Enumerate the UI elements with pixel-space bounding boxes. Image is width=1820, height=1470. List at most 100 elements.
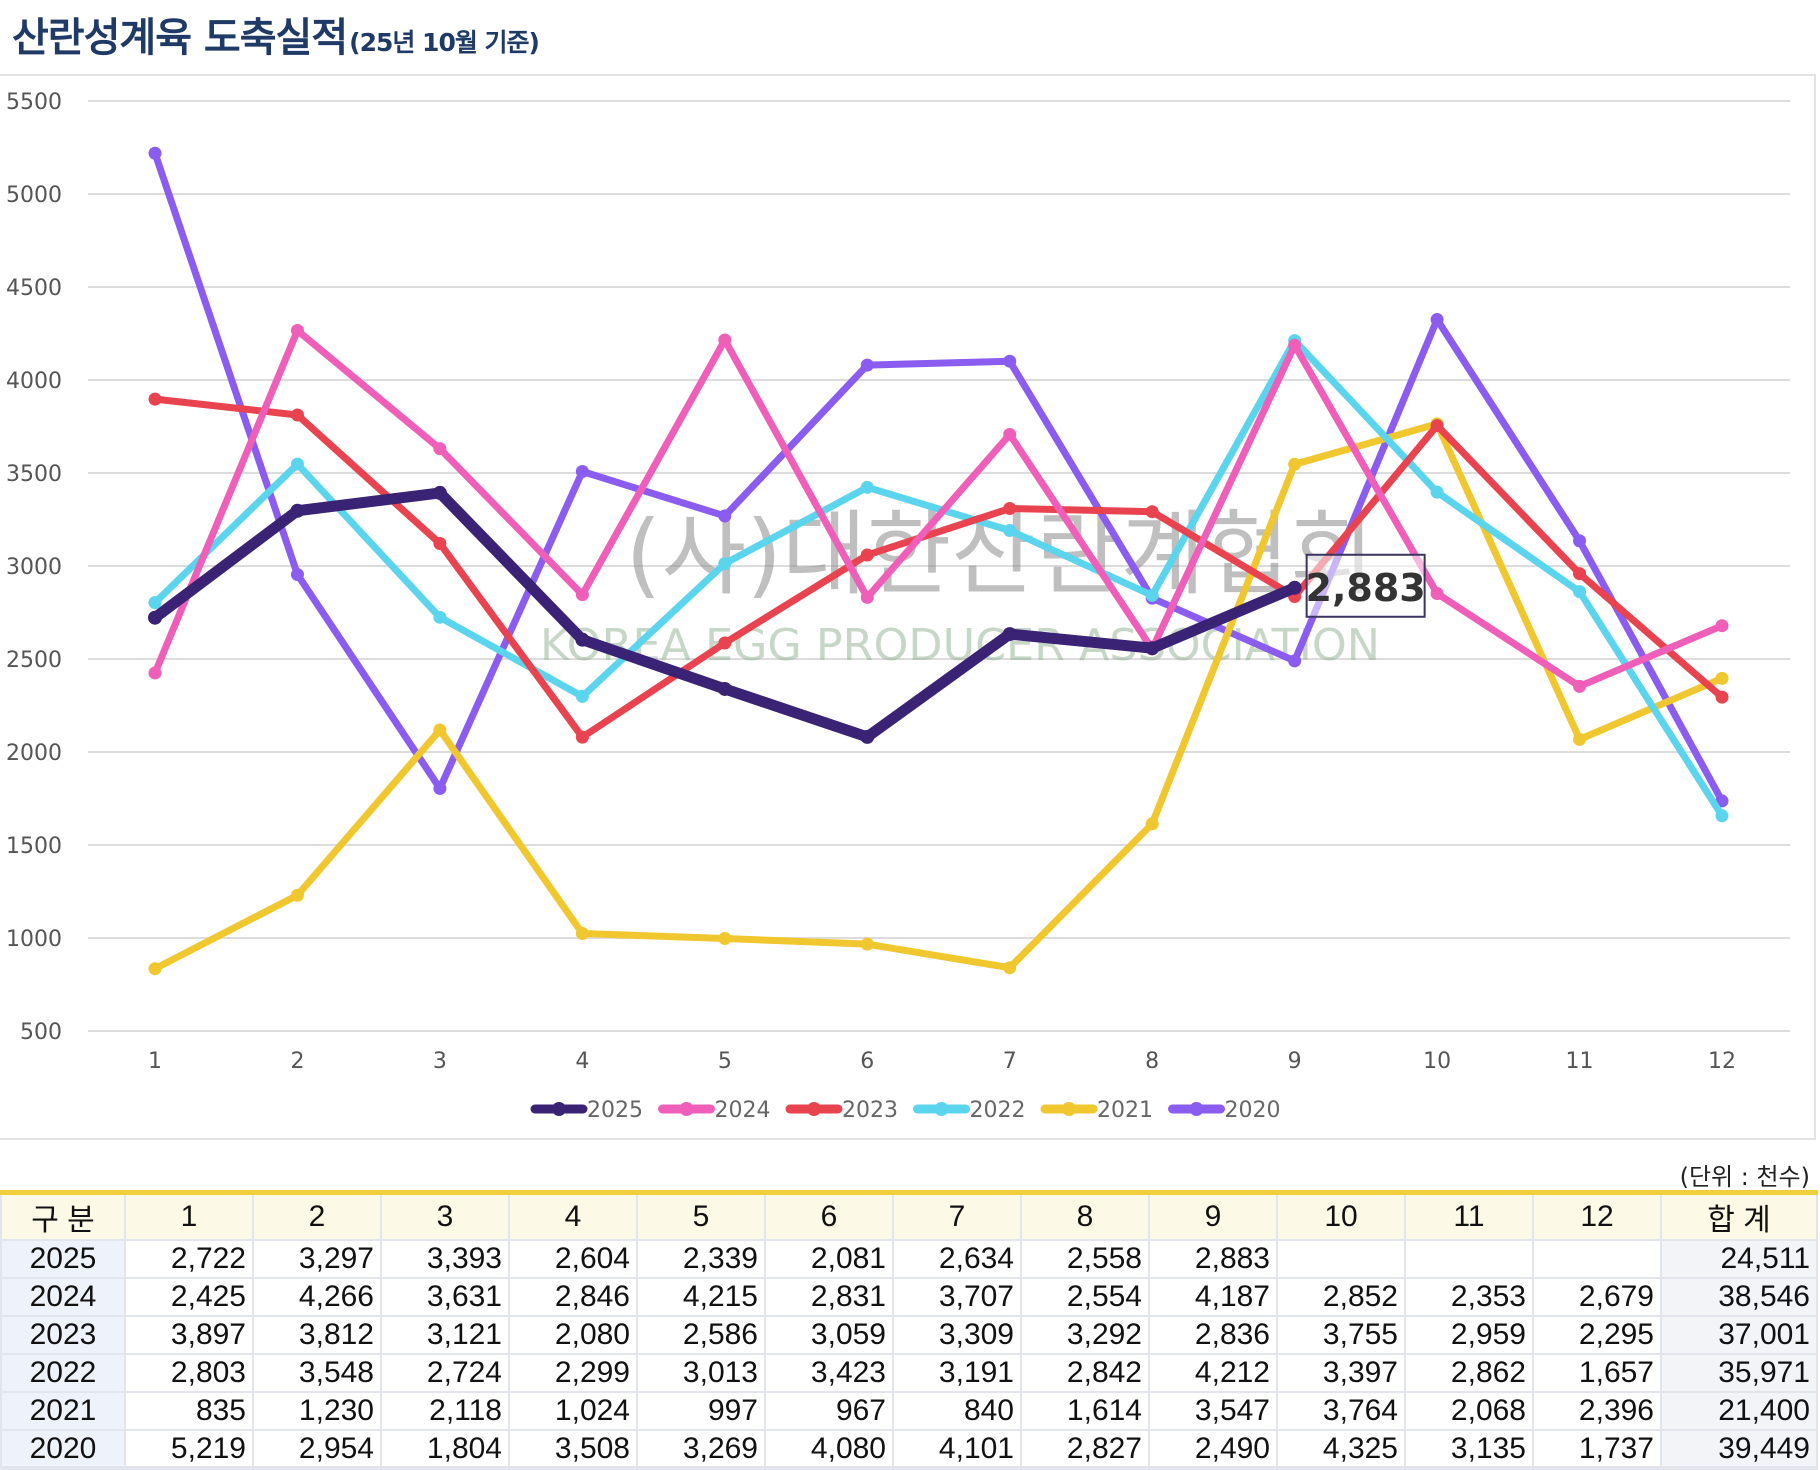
header-category: 구 분 xyxy=(0,1191,126,1241)
row-total: 37,001 xyxy=(1660,1315,1818,1355)
table-cell: 1,657 xyxy=(1532,1353,1662,1393)
y-tick-label: 4000 xyxy=(6,369,62,394)
table-cell: 4,080 xyxy=(764,1429,894,1470)
data-point xyxy=(433,723,447,737)
table-cell: 2,831 xyxy=(764,1277,894,1317)
data-point xyxy=(148,610,162,625)
data-point xyxy=(860,590,874,604)
table-cell: 3,631 xyxy=(380,1277,510,1317)
table-row: 2023 3,897 3,812 3,121 2,080 2,586 3,059 3,309 3… xyxy=(0,1315,1818,1355)
data-point xyxy=(290,888,304,902)
table-cell: 2,842 xyxy=(1020,1353,1150,1393)
data-point xyxy=(290,503,305,518)
data-point xyxy=(1573,567,1587,581)
table-cell: 2,554 xyxy=(1020,1277,1150,1317)
x-tick-label: 8 xyxy=(1145,1049,1159,1074)
data-point xyxy=(148,666,162,680)
legend-item-2020: 2020 xyxy=(1168,1098,1281,1123)
table-cell xyxy=(1404,1239,1534,1279)
y-tick-label: 3000 xyxy=(6,555,62,580)
table-cell: 835 xyxy=(124,1391,254,1431)
data-point xyxy=(290,408,304,422)
table-cell: 3,423 xyxy=(764,1353,894,1393)
data-point xyxy=(290,324,304,338)
header-total: 합 계 xyxy=(1660,1191,1818,1241)
row-total: 21,400 xyxy=(1660,1391,1818,1431)
data-point xyxy=(148,962,162,976)
legend-item-2021: 2021 xyxy=(1040,1098,1153,1123)
table-cell: 1,737 xyxy=(1532,1429,1662,1470)
legend-marker xyxy=(1189,1102,1204,1116)
table-cell: 4,266 xyxy=(252,1277,382,1317)
data-point xyxy=(1145,817,1159,831)
table-cell: 4,215 xyxy=(636,1277,766,1317)
page-title: 산란성계육 도축실적 (25년 10월 기준) xyxy=(12,8,540,64)
table-cell: 4,101 xyxy=(892,1429,1022,1470)
table-cell: 3,812 xyxy=(252,1315,382,1355)
table-cell: 3,013 xyxy=(636,1353,766,1393)
table-cell: 3,292 xyxy=(1020,1315,1150,1355)
x-tick-label: 12 xyxy=(1708,1049,1736,1074)
table-cell: 2,724 xyxy=(380,1353,510,1393)
header-month: 4 xyxy=(508,1191,638,1241)
x-tick-label: 5 xyxy=(718,1049,732,1074)
row-year: 2022 xyxy=(0,1353,126,1393)
table-cell: 3,755 xyxy=(1276,1315,1406,1355)
x-tick-label: 3 xyxy=(433,1049,447,1074)
header-month: 6 xyxy=(764,1191,894,1241)
table-cell: 4,187 xyxy=(1148,1277,1278,1317)
legend: 2025 2024 2023 2022 2021 2020 xyxy=(530,1098,1281,1123)
table-cell: 2,353 xyxy=(1404,1277,1534,1317)
table-cell: 3,707 xyxy=(892,1277,1022,1317)
data-point xyxy=(575,730,589,744)
table-header-row: 구 분 1 2 3 4 5 6 7 8 9 10 11 12 합 계 xyxy=(0,1191,1818,1241)
row-total: 24,511 xyxy=(1660,1239,1818,1279)
data-point xyxy=(432,485,447,500)
series-2024 xyxy=(148,324,1729,693)
table-cell: 3,121 xyxy=(380,1315,510,1355)
data-point xyxy=(1715,809,1729,823)
y-axis-ticks: 500 1000 1500 2000 2500 3000 3500 4000 4500 5000 5… xyxy=(6,90,62,1045)
legend-item-2023: 2023 xyxy=(785,1098,898,1123)
data-point xyxy=(1002,627,1017,642)
table-cell: 2,827 xyxy=(1020,1429,1150,1470)
table-cell: 3,508 xyxy=(508,1429,638,1470)
x-tick-label: 7 xyxy=(1003,1049,1017,1074)
table-cell: 3,269 xyxy=(636,1429,766,1470)
table-cell: 3,191 xyxy=(892,1353,1022,1393)
table-cell: 2,080 xyxy=(508,1315,638,1355)
series-line-2023 xyxy=(151,395,1726,741)
x-axis-ticks: 1 2 3 4 5 6 7 8 9 10 11 12 xyxy=(148,1049,1736,1074)
table-cell: 3,397 xyxy=(1276,1353,1406,1393)
row-total: 38,546 xyxy=(1660,1277,1818,1317)
data-point xyxy=(1003,523,1017,537)
table-body: 2025 2,722 3,297 3,393 2,604 2,339 2,081 2,634 2… xyxy=(0,1239,1818,1470)
series-group xyxy=(148,146,1729,976)
table-cell: 2,339 xyxy=(636,1239,766,1279)
title-main: 산란성계육 도축실적 xyxy=(12,15,348,61)
watermark-korean: (사)대한산란계협회 xyxy=(626,501,1375,608)
data-point xyxy=(860,358,874,372)
header-month: 9 xyxy=(1148,1191,1278,1241)
table-row: 2021 835 1,230 2,118 1,024 997 967 840 1,614 3,54… xyxy=(0,1391,1818,1431)
data-point xyxy=(433,610,447,624)
legend-label: 2021 xyxy=(1097,1098,1153,1123)
table-cell: 3,764 xyxy=(1276,1391,1406,1431)
table-row: 2024 2,425 4,266 3,631 2,846 4,215 2,831 3,707 2… xyxy=(0,1277,1818,1317)
data-point xyxy=(1288,457,1302,471)
y-tick-label: 3500 xyxy=(6,462,62,487)
data-point xyxy=(575,689,589,703)
legend-label: 2024 xyxy=(715,1098,771,1123)
data-point xyxy=(148,596,162,610)
data-point xyxy=(575,927,589,941)
series-line-2021 xyxy=(151,420,1726,973)
row-total: 35,971 xyxy=(1660,1353,1818,1393)
data-point xyxy=(1003,427,1017,441)
table-cell: 2,803 xyxy=(124,1353,254,1393)
row-year: 2021 xyxy=(0,1391,126,1431)
annotation-label: 2,883 xyxy=(1306,566,1426,610)
table-cell: 2,081 xyxy=(764,1239,894,1279)
table-cell: 2,722 xyxy=(124,1239,254,1279)
table-cell: 3,297 xyxy=(252,1239,382,1279)
table-cell xyxy=(1532,1239,1662,1279)
